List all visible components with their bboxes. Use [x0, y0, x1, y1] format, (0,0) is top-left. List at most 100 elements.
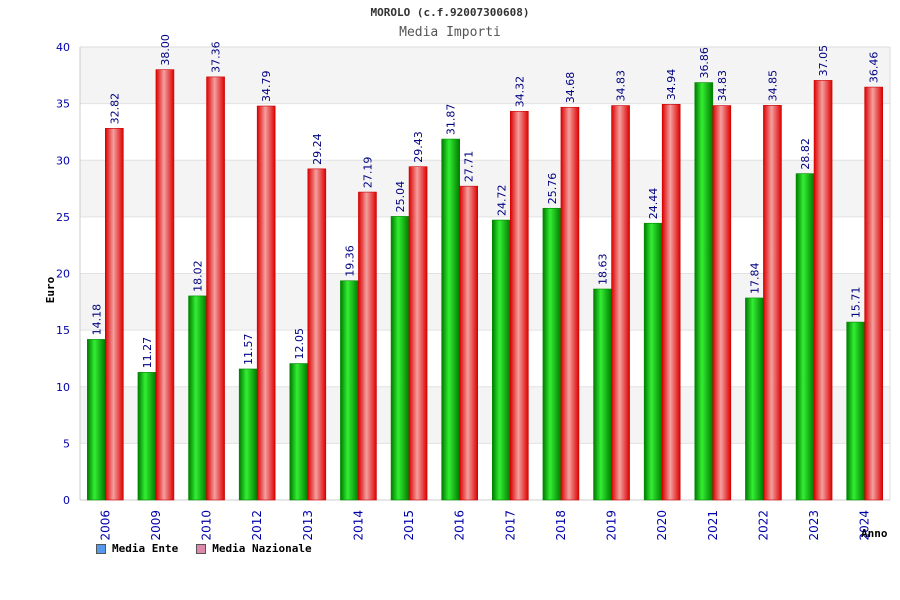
bar-media-nazionale: [256, 105, 276, 501]
x-tick-label: 2017: [503, 510, 517, 541]
bar-media-ente: [87, 339, 106, 501]
y-tick-label: 35: [56, 98, 70, 111]
data-label: 32.82: [108, 93, 121, 125]
data-label: 34.83: [615, 70, 628, 102]
data-label: 36.86: [698, 47, 711, 79]
data-label: 29.43: [412, 131, 425, 163]
bar-media-ente: [694, 82, 714, 501]
data-label: 34.83: [716, 70, 729, 102]
y-tick-label: 5: [63, 437, 70, 450]
y-tick-label: 10: [56, 381, 70, 394]
data-label: 29.24: [311, 133, 324, 165]
bar-media-ente: [745, 297, 764, 501]
chart-title: MOROLO (c.f.92007300608): [370, 6, 530, 19]
bar-media-nazionale: [155, 69, 175, 501]
bar-media-nazionale: [105, 128, 124, 501]
bar-media-ente: [441, 138, 460, 501]
x-tick-label: 2022: [756, 510, 770, 541]
legend-swatch: [196, 543, 207, 554]
data-label: 19.36: [343, 245, 356, 277]
data-label: 34.68: [564, 72, 577, 104]
data-label: 27.19: [361, 157, 374, 189]
y-tick-label: 30: [56, 154, 70, 167]
legend-label: Media Nazionale: [212, 542, 312, 555]
bar-media-ente: [593, 288, 612, 501]
bar-media-ente: [188, 295, 207, 501]
legend: Media Ente Media Nazionale: [96, 542, 312, 555]
data-label: 25.04: [394, 181, 407, 213]
data-label: 28.82: [799, 138, 812, 170]
bar-media-nazionale: [358, 191, 377, 501]
bar-media-ente: [542, 207, 562, 501]
x-tick-label: 2009: [149, 510, 163, 541]
y-tick-label: 15: [56, 324, 70, 337]
data-label: 14.18: [90, 304, 103, 336]
data-label: 31.87: [445, 104, 458, 136]
bar-media-ente: [137, 372, 157, 501]
bar-media-nazionale: [206, 76, 225, 501]
bar-media-ente: [390, 216, 410, 501]
bar-media-nazionale: [560, 106, 580, 501]
data-label: 27.71: [463, 151, 476, 183]
x-axis-label: Anno: [861, 527, 888, 540]
bar-media-nazionale: [408, 166, 428, 501]
y-tick-label: 20: [56, 268, 70, 281]
data-label: 24.44: [647, 188, 660, 220]
x-tick-label: 2020: [655, 510, 669, 541]
bar-media-ente: [643, 222, 663, 501]
data-label: 18.63: [597, 254, 610, 286]
bar-media-nazionale: [510, 111, 529, 501]
bar-media-nazionale: [611, 105, 630, 501]
x-tick-label: 2021: [706, 510, 720, 541]
bar-media-ente: [289, 363, 309, 501]
bar-media-nazionale: [307, 168, 327, 501]
bar-media-ente: [846, 321, 865, 501]
data-label: 24.72: [495, 185, 508, 217]
data-label: 11.27: [141, 337, 154, 369]
x-tick-label: 2010: [200, 510, 214, 541]
bar-media-nazionale: [661, 104, 681, 501]
bar-media-nazionale: [763, 105, 782, 501]
data-label: 15.71: [850, 287, 863, 319]
legend-item-media-nazionale: Media Nazionale: [196, 542, 312, 555]
y-tick-label: 25: [56, 211, 70, 224]
legend-item-media-ente: Media Ente: [96, 542, 178, 555]
data-label: 37.05: [817, 45, 830, 77]
x-tick-label: 2023: [807, 510, 821, 541]
x-tick-label: 2024: [858, 510, 872, 541]
data-label: 18.02: [192, 260, 205, 292]
data-label: 25.76: [546, 173, 559, 205]
bar-media-ente: [238, 368, 258, 501]
data-label: 12.05: [293, 328, 306, 360]
data-label: 34.32: [513, 76, 526, 108]
x-tick-label: 2015: [402, 510, 416, 541]
x-tick-label: 2012: [250, 510, 264, 541]
y-tick-label: 0: [63, 494, 70, 507]
data-label: 17.84: [748, 262, 761, 294]
x-tick-label: 2014: [351, 510, 365, 541]
data-label: 34.94: [665, 69, 678, 101]
bar-media-nazionale: [712, 105, 732, 501]
bar-media-nazionale: [459, 185, 478, 501]
x-tick-label: 2018: [554, 510, 568, 541]
x-tick-label: 2016: [453, 510, 467, 541]
y-axis-label: Euro: [44, 276, 57, 303]
bar-media-nazionale: [813, 80, 833, 501]
bar-media-ente: [795, 173, 815, 501]
legend-swatch: [96, 543, 106, 554]
chart-subtitle: Media Importi: [399, 25, 501, 40]
data-label: 11.57: [242, 333, 255, 365]
data-label: 36.46: [868, 52, 881, 84]
legend-label: Media Ente: [112, 542, 179, 555]
bar-media-ente: [340, 280, 359, 501]
y-tick-label: 40: [56, 41, 70, 54]
x-tick-label: 2019: [605, 510, 619, 541]
data-label: 34.85: [766, 70, 779, 102]
data-label: 37.36: [210, 41, 223, 73]
x-tick-label: 2006: [98, 510, 112, 541]
x-tick-label: 2013: [301, 510, 315, 541]
data-label: 38.00: [159, 34, 172, 66]
bar-media-ente: [492, 219, 511, 501]
